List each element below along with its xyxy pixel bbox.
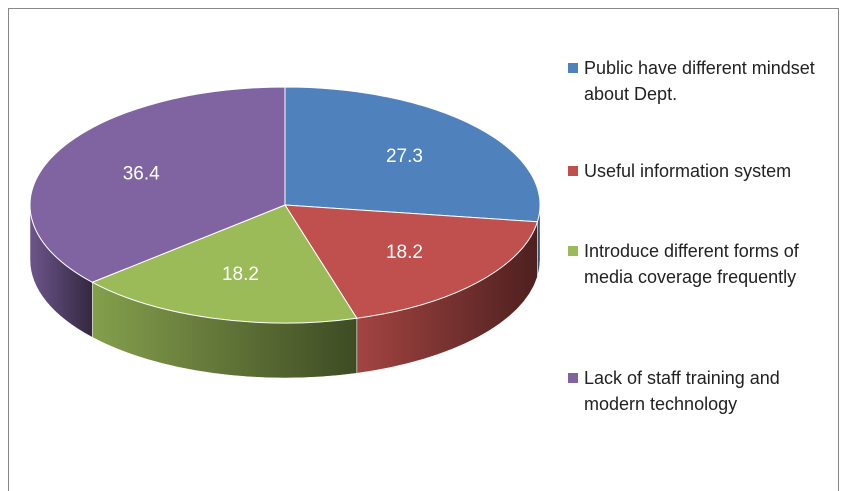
legend-label: Useful information system	[584, 161, 792, 181]
legend-entry: Lack of staff training and modern techno…	[568, 365, 844, 417]
slice	[284, 86, 541, 223]
data-label: 36.4	[123, 164, 160, 185]
legend-swatch	[568, 246, 578, 256]
data-label: 27.3	[386, 146, 423, 167]
legend-entry: Public have different mindset about Dept…	[568, 55, 844, 107]
legend-label: Public have different mindset about Dept…	[584, 58, 815, 104]
slice	[91, 204, 358, 324]
legend-swatch	[568, 166, 578, 176]
legend-swatch	[568, 373, 578, 383]
slice	[284, 204, 539, 319]
legend-label: Introduce different forms of media cover…	[584, 241, 799, 287]
legend-swatch	[568, 63, 578, 73]
legend-entry: Useful information system	[568, 158, 844, 184]
data-label: 18.2	[222, 264, 259, 285]
data-label: 18.2	[386, 242, 423, 263]
chart-border	[8, 8, 839, 491]
legend-label: Lack of staff training and modern techno…	[584, 368, 780, 414]
legend-entry: Introduce different forms of media cover…	[568, 238, 844, 290]
slice	[29, 86, 286, 283]
